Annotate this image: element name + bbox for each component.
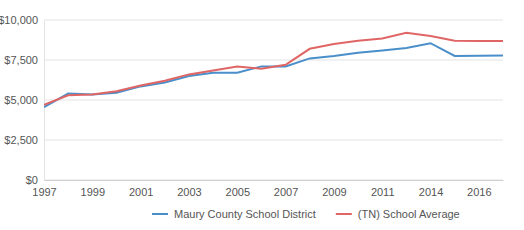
x-tick: 2016 — [467, 186, 491, 198]
x-axis: 1997 1999 2001 2003 2005 2007 2009 2011 2014 2016 — [32, 181, 503, 198]
grid-line — [44, 20, 503, 21]
legend-label: Maury County School District — [174, 208, 316, 220]
legend-swatch — [336, 213, 352, 215]
grid-line — [44, 100, 503, 101]
grid — [44, 20, 503, 180]
x-tick: 2007 — [274, 186, 298, 198]
x-tick-label: 1997 — [32, 186, 56, 198]
series-line — [44, 33, 503, 105]
y-tick-label: $2,500 — [4, 134, 38, 146]
plot-area — [44, 33, 503, 107]
legend-item: Maury County School District — [152, 208, 316, 220]
legend-label: (TN) School Average — [358, 208, 460, 220]
series-line — [44, 43, 503, 107]
x-axis-line — [45, 180, 504, 181]
grid-line — [44, 60, 503, 61]
y-tick: $2,500 — [4, 134, 44, 146]
grid-line — [44, 180, 503, 181]
x-tick: 2011 — [371, 186, 395, 198]
x-tick-label: 2009 — [322, 186, 346, 198]
x-tick-label: 2003 — [177, 186, 201, 198]
y-tick-label: $5,000 — [4, 94, 38, 106]
y-tick: $7,500 — [4, 54, 44, 66]
x-tick-label: 2016 — [467, 186, 491, 198]
y-tick: $0 — [26, 174, 44, 186]
y-tick: $5,000 — [4, 94, 44, 106]
y-tick-label: $0 — [26, 174, 38, 186]
x-tick: 2001 — [129, 186, 153, 198]
grid-line — [44, 140, 503, 141]
chart: $0 $2,500 $5,000 $7,500 $10,000 1997 1999 2001 2… — [0, 0, 524, 230]
x-tick-label: 2007 — [274, 186, 298, 198]
x-tick: 1999 — [81, 186, 105, 198]
y-tick-label: $10,000 — [0, 14, 38, 26]
legend-item: (TN) School Average — [336, 208, 460, 220]
x-tick: 2003 — [177, 186, 201, 198]
y-tick: $10,000 — [0, 14, 44, 26]
x-tick-label: 2014 — [419, 186, 443, 198]
legend-swatch — [152, 213, 168, 215]
x-tick-label: 2001 — [129, 186, 153, 198]
y-axis-line — [44, 21, 45, 181]
x-tick-label: 2005 — [226, 186, 250, 198]
x-tick: 2014 — [419, 186, 443, 198]
x-tick: 1997 — [32, 186, 56, 198]
x-tick-label: 2011 — [371, 186, 395, 198]
legend: Maury County School District (TN) School … — [152, 208, 460, 220]
x-tick: 2009 — [322, 186, 346, 198]
x-tick: 2005 — [226, 186, 250, 198]
y-tick-label: $7,500 — [4, 54, 38, 66]
y-axis: $0 $2,500 $5,000 $7,500 $10,000 — [0, 14, 45, 186]
x-tick-label: 1999 — [81, 186, 105, 198]
